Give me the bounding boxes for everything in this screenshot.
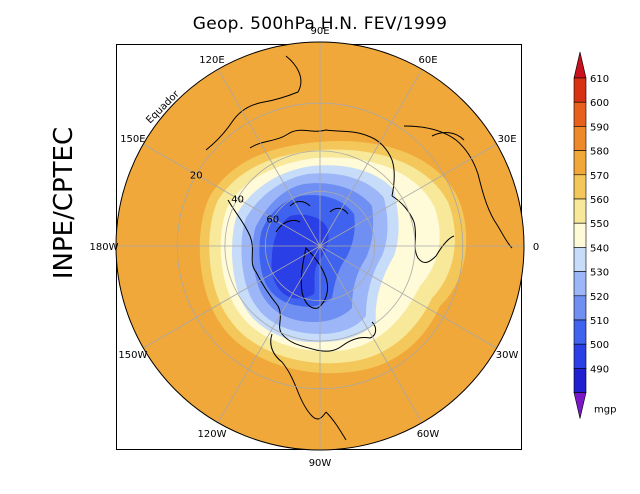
colorbar-low-cap [573,392,587,419]
colorbar-swatch [573,368,587,393]
colorbar-tick-label: 490 [590,364,609,375]
colorbar-high-cap [573,51,587,79]
colorbar-swatch [573,343,587,369]
graticule [116,42,524,450]
latitude-label: 20 [190,171,203,182]
longitude-label: 180W [90,242,119,253]
longitude-label: 30W [496,350,519,361]
longitude-label: 120W [198,429,227,440]
map-title: Geop. 500hPa H.N. FEV/1999 [192,14,448,34]
colorbar-swatch [573,150,587,176]
longitude-label: 30E [498,134,517,145]
colorbar-swatch [573,126,587,151]
colorbar-swatch [573,198,587,224]
coast-east-asia [205,55,302,151]
colorbar-tick-label: 540 [590,243,609,254]
colorbar-swatch [573,101,587,127]
longitude-labels: 90E 60E 30E 0 30W 60W 90W 120W 150W 180W 150E 120E [90,26,540,469]
colorbar-swatch [573,174,587,200]
meridian-line [217,69,321,247]
colorbar-tick-label: 500 [590,340,609,351]
coast-north-america [227,199,377,352]
longitude-label: 60E [418,55,437,66]
coast-south-america [325,132,465,441]
coast-africa [403,125,513,249]
map-boundary [115,41,525,451]
coast-central-america [270,333,327,420]
colorbar-tick-label: 580 [590,147,609,158]
meridian-line [319,143,497,247]
colorbar-tick-label: 560 [590,195,609,206]
colorbar-tick-label: 610 [590,74,609,85]
colorbar-swatch [573,319,587,345]
coast-arctic-isles [275,201,349,233]
meridian-line [143,143,321,247]
colorbar-swatch [573,77,587,103]
longitude-label: 150W [118,350,147,361]
colorbar: 610 600 590 580 570 560 550 540 530 520 510 500 490 m… [573,51,616,419]
latitude-label: 60 [266,215,279,226]
meridian-line [217,245,321,423]
latitude-label: 40 [231,194,244,205]
colorbar-tick-label: 530 [590,268,609,279]
colorbar-tick-label: 550 [590,219,609,230]
colorbar-tick-label: 510 [590,316,609,327]
coast-asia [249,129,395,197]
colorbar-tick-label: 520 [590,292,609,303]
longitude-label: 150E [120,134,145,145]
longitude-label: 60W [417,429,440,440]
latitude-labels: 20 40 60 [190,171,279,226]
meridian-line [319,245,423,423]
colorbar-tick-label: 600 [590,98,609,109]
colorbar-tick-label: 590 [590,122,609,133]
meridian-line [319,245,497,349]
meridian-line [143,245,321,349]
meridian-line [319,69,423,247]
colorbar-swatch [573,222,587,248]
longitude-label: 90E [310,26,329,37]
colorbar-tick-label: 570 [590,171,609,182]
colorbar-swatch [573,247,587,272]
longitude-label: 120E [199,55,224,66]
longitude-label: 90W [309,458,332,469]
colorbar-unit: mgp [594,405,616,416]
colorbar-swatch [573,295,587,321]
coast-greenland [300,247,329,309]
colorbar-swatch [573,271,587,297]
longitude-label: 0 [533,242,539,253]
